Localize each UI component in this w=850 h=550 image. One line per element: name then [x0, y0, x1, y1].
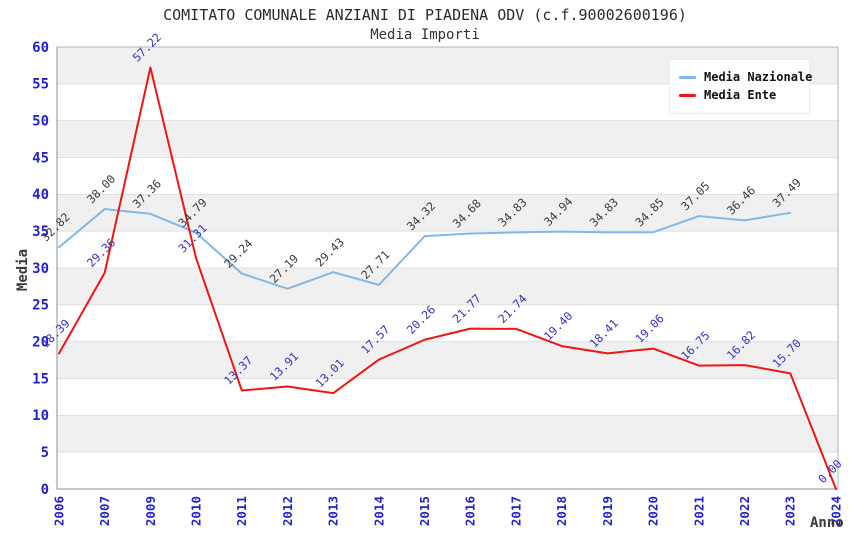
- media-nazionale-line-swatch: [679, 75, 696, 79]
- x-tick-label: 2011: [234, 496, 249, 526]
- y-tick-label: 40: [32, 187, 49, 203]
- point-label-media-ente: 0.00: [815, 457, 845, 487]
- point-label-media-nazionale: 29.24: [221, 236, 255, 270]
- x-tick-label: 2015: [417, 496, 432, 526]
- y-tick-label: 60: [32, 40, 49, 56]
- x-tick-label: 2010: [188, 496, 203, 526]
- legend-item-media-nazionale: Media Nazionale: [679, 69, 812, 85]
- x-tick-label: 2017: [508, 496, 523, 526]
- series-line-media-ente: [58, 66, 837, 490]
- x-tick-label: 2020: [646, 496, 661, 526]
- y-tick-label: 30: [32, 261, 49, 277]
- x-tick-label: 2013: [326, 496, 341, 526]
- x-tick-label: 2012: [280, 496, 295, 526]
- x-tick-label: 2009: [143, 496, 158, 526]
- point-label-media-ente: 20.26: [404, 302, 438, 336]
- y-tick-label: 35: [32, 224, 49, 240]
- x-tick-label: 2024: [828, 496, 843, 526]
- series-line-media-nazionale: [58, 208, 792, 290]
- x-tick-label: 2006: [51, 496, 66, 526]
- grid-band: [57, 120, 838, 158]
- grid-band: [57, 341, 838, 379]
- y-tick-label: 45: [32, 150, 49, 166]
- x-axis-title: Anno: [810, 515, 844, 531]
- grid-band: [57, 268, 838, 305]
- chart-subtitle: Media Importi: [370, 27, 480, 43]
- legend-label-media-ente: Media Ente: [704, 88, 777, 102]
- point-label-media-ente: 19.40: [541, 309, 575, 343]
- y-tick-label: 15: [32, 371, 49, 387]
- y-tick-label: 20: [32, 335, 49, 351]
- y-axis-title: Media: [15, 248, 31, 292]
- grid-band: [57, 415, 838, 453]
- x-tick-label: 2023: [783, 496, 798, 526]
- point-label-media-nazionale: 29.43: [312, 235, 346, 269]
- legend-label-media-nazionale: Media Nazionale: [704, 70, 813, 84]
- y-tick-label: 0: [41, 482, 49, 498]
- point-label-media-ente: 29.36: [84, 235, 118, 269]
- grid-band: [57, 194, 838, 232]
- x-tick-label: 2021: [691, 496, 706, 526]
- y-tick-label: 50: [32, 114, 49, 130]
- x-tick-label: 2018: [554, 496, 569, 526]
- legend: Media Nazionale Media Ente: [669, 59, 812, 114]
- y-tick-label: 5: [41, 445, 49, 461]
- x-tick-label: 2019: [600, 496, 615, 526]
- y-tick-label: 55: [32, 77, 49, 93]
- y-tick-label: 25: [32, 298, 49, 314]
- legend-item-media-ente: Media Ente: [679, 87, 800, 103]
- media-ente-line-swatch: [679, 93, 696, 97]
- x-tick-label: 2007: [97, 496, 112, 526]
- x-tick-label: 2022: [737, 496, 752, 526]
- point-label-media-ente: 19.06: [632, 311, 666, 345]
- chart-title: COMITATO COMUNALE ANZIANI DI PIADENA ODV…: [163, 6, 687, 24]
- y-tick-label: 10: [32, 408, 49, 424]
- x-tick-label: 2014: [371, 496, 386, 526]
- x-tick-label: 2016: [463, 496, 478, 526]
